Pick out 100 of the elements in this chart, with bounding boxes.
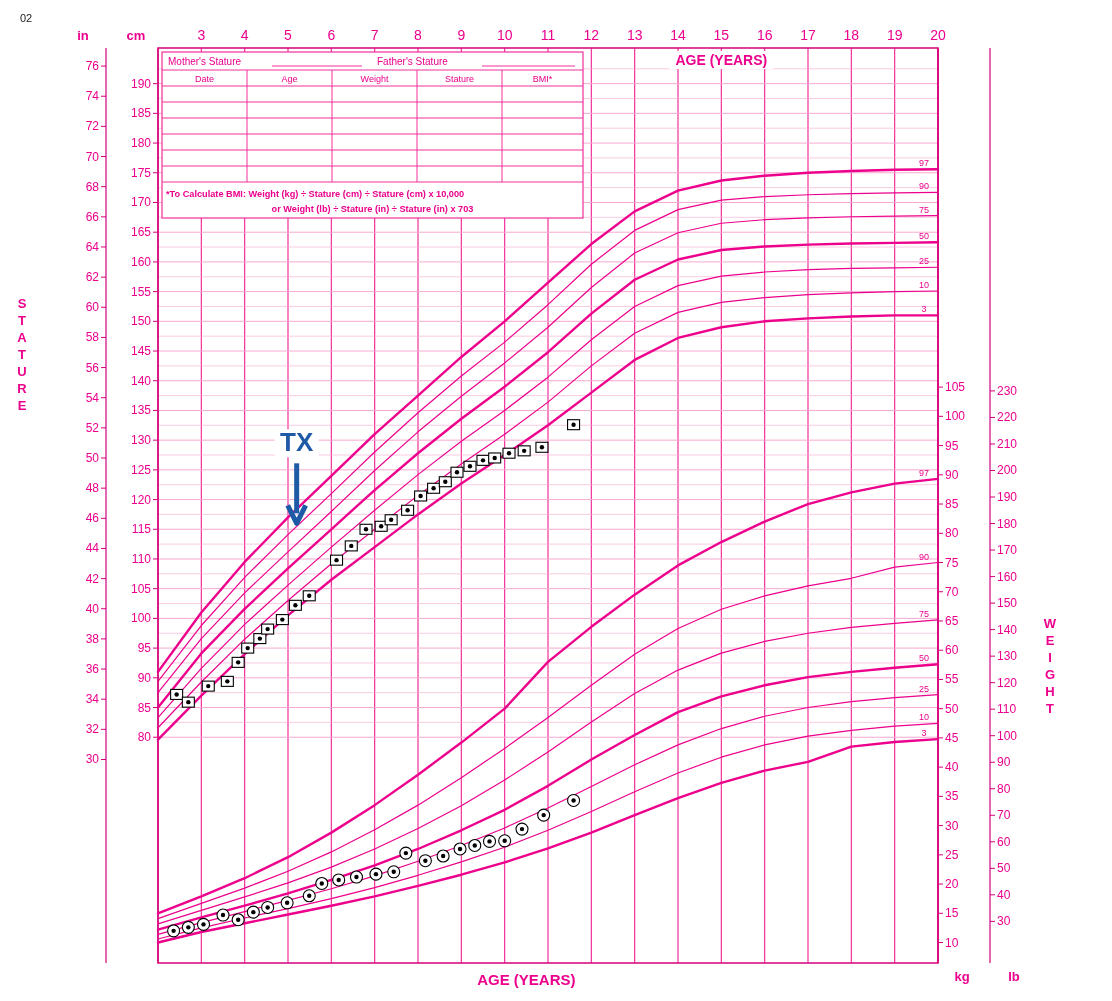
series-label: 75: [918, 608, 930, 619]
point: [344, 540, 358, 552]
y-tick-label: 105: [945, 380, 966, 395]
y2-tick-label: 72: [85, 119, 100, 134]
y2-tick-label: 50: [997, 861, 1011, 876]
y-tick-label: 80: [137, 730, 152, 745]
x-tick-label: 12: [583, 27, 600, 43]
point: [401, 504, 415, 516]
y2-tick-label: 58: [85, 330, 100, 345]
y-tick-label: 120: [130, 492, 152, 507]
point: [261, 623, 275, 635]
point: [359, 523, 373, 535]
point: [167, 924, 181, 938]
annotation: Mother's Stature: [168, 56, 242, 67]
x-tick-label: 18: [843, 27, 860, 43]
y2-tick-label: 48: [85, 481, 100, 496]
point: [537, 808, 551, 822]
y2-tick-label: 30: [997, 914, 1011, 929]
series-label: 75: [918, 204, 930, 215]
y2-tick-label: 62: [85, 270, 100, 285]
y2-tick-label: 170: [997, 543, 1018, 558]
point: [535, 441, 549, 453]
x-tick-label: 6: [327, 27, 336, 43]
point: [438, 476, 452, 488]
y-tick-label: 130: [130, 433, 152, 448]
point: [502, 447, 516, 459]
point: [288, 599, 302, 611]
point: [216, 908, 230, 922]
y2-tick-label: 40: [85, 601, 100, 616]
x-tick-label: 4: [240, 27, 249, 43]
point: [498, 834, 512, 848]
annotation: Father's Stature: [377, 56, 449, 67]
y2-axis-title: STATURE: [17, 296, 28, 413]
y2-tick-label: 140: [997, 622, 1018, 637]
y-tick-label: 150: [130, 314, 152, 329]
y2-tick-label: 54: [85, 390, 100, 405]
point: [196, 917, 211, 931]
y-tick-label: 165: [130, 225, 152, 240]
x-axis-title: AGE (YEARS): [477, 971, 576, 988]
y2-tick-label: 64: [85, 239, 100, 254]
point: [450, 466, 464, 478]
y-tick-label: 125: [130, 462, 152, 477]
y2-tick-label: 32: [85, 722, 100, 737]
y2-tick-label: 220: [997, 410, 1018, 425]
y-tick-label: 80: [945, 526, 959, 541]
x-tick-label: 9: [457, 27, 466, 43]
series-label: 10: [918, 280, 930, 291]
point: [567, 419, 581, 431]
text: in: [77, 28, 89, 43]
y-tick-label: 135: [130, 403, 152, 418]
x-tick-label: 11: [540, 27, 556, 43]
y-tick-label: 85: [137, 700, 152, 715]
x-tick-label: 8: [414, 27, 423, 43]
y-tick-label: 40: [945, 760, 959, 775]
point: [453, 842, 467, 856]
point: [515, 822, 529, 836]
point: [329, 554, 344, 566]
point: [436, 849, 450, 863]
y2-tick-label: 70: [997, 808, 1011, 823]
point: [387, 865, 401, 879]
line-series: [157, 561, 939, 920]
point: [181, 920, 195, 934]
text: 02: [20, 12, 33, 24]
y-tick-label: 35: [945, 789, 959, 804]
point: [201, 680, 215, 692]
annotation: TX: [280, 427, 314, 458]
x-tick-label: 20: [930, 27, 946, 43]
y2-tick-label: 160: [997, 569, 1018, 584]
point: [231, 913, 245, 927]
annotation: BMI*: [532, 74, 553, 84]
point: [384, 514, 398, 526]
point: [488, 452, 502, 464]
y-tick-label: 185: [130, 106, 152, 121]
y2-tick-label: 44: [85, 541, 100, 556]
point: [315, 876, 329, 891]
point: [220, 675, 234, 687]
y-tick-label: 45: [945, 730, 959, 745]
y2-tick-label: 150: [997, 596, 1018, 611]
point: [275, 614, 289, 626]
y2-tick-label: 76: [85, 59, 100, 74]
y2-tick-label: 110: [997, 702, 1017, 717]
y-tick-label: 190: [130, 76, 152, 91]
y2-tick-label: 80: [997, 781, 1011, 796]
line-series: [157, 619, 939, 925]
y2-tick-label: 130: [997, 649, 1018, 664]
x-tick-label: 7: [370, 27, 379, 43]
x-tick-label: 16: [756, 27, 773, 43]
annotation: *To Calculate BMI: Weight (kg) ÷ Stature (cm) ÷ Stature (cm) x 10,000: [166, 189, 465, 199]
x-tick-label: 17: [800, 27, 816, 43]
y2-tick-label: 52: [85, 420, 100, 435]
series-label: 90: [918, 551, 930, 562]
y2-tick-label: 90: [997, 755, 1011, 770]
annotation: or Weight (lb) ÷ Stature (in) ÷ Stature (in) x 703: [271, 204, 474, 214]
series-label: 97: [918, 467, 930, 478]
y2-tick-label: 40: [997, 887, 1011, 902]
point: [231, 656, 245, 668]
point: [261, 900, 275, 915]
y2-tick-label: 60: [997, 834, 1011, 849]
point: [349, 870, 364, 884]
y2-tick-label: 180: [997, 516, 1018, 531]
